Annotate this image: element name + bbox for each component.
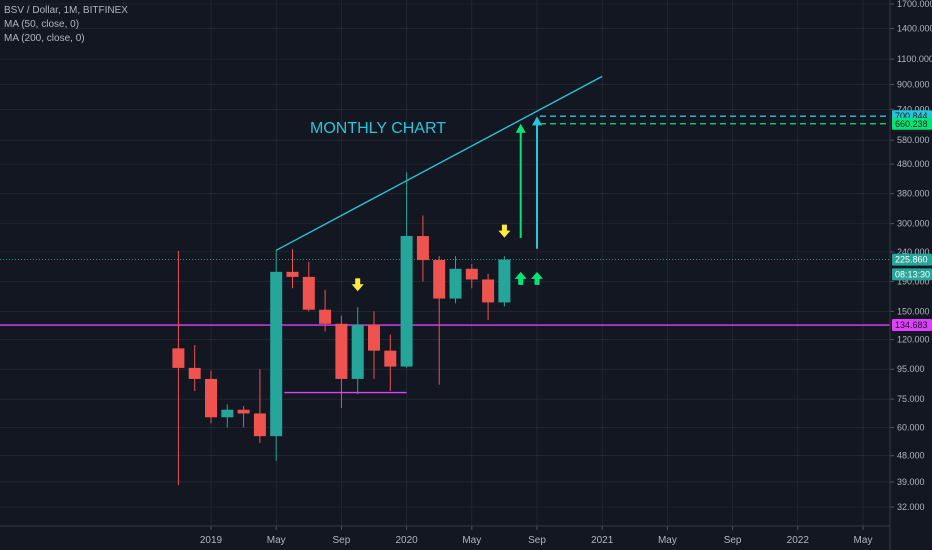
candle-body xyxy=(400,236,413,367)
candle-body xyxy=(335,323,348,379)
x-tick-label: 2020 xyxy=(395,535,418,546)
y-tick-label: 150.000 xyxy=(897,306,930,316)
y-tick-label: 380.000 xyxy=(897,189,930,199)
candle-body xyxy=(416,236,429,261)
y-tick-label: 32.000 xyxy=(897,502,925,512)
ma50-indicator[interactable]: MA (50, close, 0) xyxy=(4,19,80,30)
candle-body xyxy=(433,260,446,299)
projection-arrow-head xyxy=(515,123,526,133)
time-axis: 2019 May Sep 2020 May Sep 2021 May Sep 2022 May xyxy=(0,525,890,546)
level-tag-660.238: 660.238 xyxy=(895,119,928,129)
level-tag-134.683-bg xyxy=(892,319,932,332)
up-arrow-head xyxy=(514,271,527,279)
y-tick-label: 120.000 xyxy=(897,335,930,345)
symbol-title[interactable]: BSV / Dollar, 1M, BITFINEX xyxy=(4,5,128,16)
level-tag-660.238-bg xyxy=(892,117,932,130)
y-tick-label: 580.000 xyxy=(897,135,930,145)
price-tag-225.860: 225.860 xyxy=(895,255,928,265)
x-tick-label: May xyxy=(854,535,873,546)
candle-body xyxy=(465,268,478,280)
chart-legend: BSV / Dollar, 1M, BITFINEX MA (50, close… xyxy=(4,4,128,46)
x-tick-label: 2019 xyxy=(200,535,223,546)
y-tick-label: 1700.000 xyxy=(897,0,932,9)
candle-body xyxy=(319,309,332,324)
up-arrow-stem xyxy=(518,277,524,285)
candle-body xyxy=(286,271,299,277)
candle-body xyxy=(188,367,201,379)
y-tick-label: 190.000 xyxy=(897,276,930,286)
y-tick-label: 900.000 xyxy=(897,80,930,90)
candle-body xyxy=(449,268,462,299)
y-tick-label: 48.000 xyxy=(897,451,925,461)
projection-arrow-head xyxy=(532,116,542,126)
x-tick-label: 2021 xyxy=(591,535,614,546)
ma200-indicator[interactable]: MA (200, close, 0) xyxy=(4,33,85,44)
chart-grid xyxy=(0,0,890,526)
candle-body xyxy=(302,276,315,310)
down-arrow-stem xyxy=(355,278,361,286)
y-tick-label: 1100.000 xyxy=(897,54,932,64)
monthly-chart-annotation: MONTHLY CHART xyxy=(310,120,446,137)
price-tag-225.860-bg xyxy=(892,253,932,266)
level-tag-134.683: 134.683 xyxy=(895,320,928,330)
candle-body xyxy=(368,324,380,351)
price-axis[interactable]: 1700.000 1400.000 1100.000 900.000 740.000 58… xyxy=(889,0,932,550)
y-tick-label: 240.000 xyxy=(897,247,930,257)
price-tag-08:13:30-bg xyxy=(892,268,932,281)
candle-body xyxy=(351,324,364,379)
x-tick-label: May xyxy=(462,535,481,546)
x-tick-label: May xyxy=(267,535,286,546)
up-arrow-stem xyxy=(534,277,540,285)
candle-body xyxy=(221,409,234,418)
down-arrow-stem xyxy=(501,224,507,232)
y-tick-label: 60.000 xyxy=(897,422,925,432)
candle-body xyxy=(498,259,511,303)
y-tick-label: 95.000 xyxy=(897,364,925,374)
candle-body xyxy=(172,348,185,368)
candle-body xyxy=(384,350,397,367)
candle-body xyxy=(253,413,266,437)
down-arrow-head xyxy=(351,284,364,292)
x-tick-label: Sep xyxy=(333,535,351,546)
y-tick-label: 1400.000 xyxy=(897,24,932,34)
x-tick-label: Sep xyxy=(528,535,546,546)
y-tick-label: 480.000 xyxy=(897,159,930,169)
y-tick-label: 300.000 xyxy=(897,219,930,229)
x-tick-label: May xyxy=(658,535,677,546)
y-tick-label: 39.000 xyxy=(897,477,925,487)
x-tick-label: 2022 xyxy=(787,535,810,546)
up-arrow-head xyxy=(531,271,543,279)
level-tag-700.844: 700.844 xyxy=(895,111,928,121)
candle-body xyxy=(237,409,250,414)
x-tick-label: Sep xyxy=(724,535,742,546)
ascending-trendline xyxy=(275,75,603,251)
candle-body xyxy=(270,271,283,437)
candle-body xyxy=(205,378,217,418)
candlestick-series xyxy=(172,172,511,486)
candle-body xyxy=(482,279,495,303)
y-tick-label: 740.000 xyxy=(897,104,930,114)
arrow-annotations xyxy=(351,116,543,292)
drawing-lines xyxy=(0,75,890,394)
y-tick-label: 75.000 xyxy=(897,394,925,404)
down-arrow-head xyxy=(498,230,511,238)
price-tag-08:13:30: 08:13:30 xyxy=(895,269,930,279)
